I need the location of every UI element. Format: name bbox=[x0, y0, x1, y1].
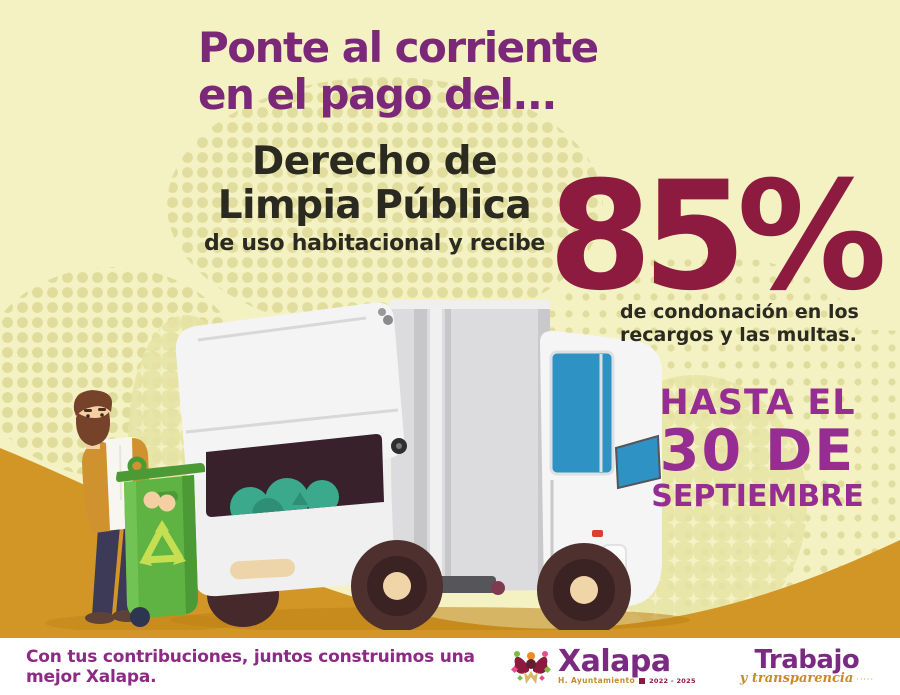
xalapa-logo-text: Xalapa H. Ayuntamiento 2022 - 2025 bbox=[558, 644, 696, 686]
xalapa-logo: Xalapa H. Ayuntamiento 2022 - 2025 bbox=[511, 647, 696, 687]
subject-line1: Derecho de bbox=[251, 139, 498, 184]
xalapa-subtitle: H. Ayuntamiento bbox=[558, 676, 636, 685]
xalapa-name: Xalapa bbox=[558, 644, 671, 679]
trabajo-dots: ····· bbox=[856, 674, 874, 684]
title-line1: Ponte al corriente bbox=[198, 23, 599, 72]
garbage-truck-illustration bbox=[175, 300, 662, 637]
recycle-bin-illustration bbox=[116, 456, 205, 627]
trabajo-tagline: y transparencia bbox=[739, 670, 854, 686]
footer-message: Con tus contribuciones, juntos construim… bbox=[26, 646, 475, 687]
deadline-block: HASTA EL 30 DE SEPTIEMBRE bbox=[640, 384, 875, 514]
deadline-line1: HASTA EL bbox=[659, 383, 856, 423]
footer-bar: Con tus contribuciones, juntos construim… bbox=[0, 638, 900, 695]
deadline-line3: SEPTIEMBRE bbox=[651, 479, 864, 514]
xalapa-butterfly-icon bbox=[511, 650, 552, 684]
recycle-icon bbox=[139, 520, 186, 566]
trabajo-subrow: y transparencia ····· bbox=[740, 671, 874, 686]
halftone-pattern bbox=[0, 77, 900, 640]
poster-title: Ponte al corriente en el pago del... bbox=[198, 23, 599, 119]
background-illustration bbox=[0, 77, 900, 640]
discount-desc-line2: recargos y las multas. bbox=[620, 324, 857, 346]
subject-tagline: de uso habitacional y recibe bbox=[203, 231, 546, 256]
footer-gold-strip bbox=[0, 630, 900, 638]
xalapa-subrow: H. Ayuntamiento 2022 - 2025 bbox=[558, 676, 696, 685]
trabajo-logo: Trabajo y transparencia ····· bbox=[740, 644, 874, 686]
discount-value: 85% bbox=[548, 150, 887, 324]
xalapa-square-mark bbox=[639, 677, 646, 684]
title-line2: en el pago del... bbox=[198, 70, 557, 119]
deadline-line2: 30 DE bbox=[659, 418, 856, 484]
discount-description: de condonación en los recargos y las mul… bbox=[620, 301, 859, 347]
discount-desc-line1: de condonación en los bbox=[620, 301, 859, 323]
subject-line2: Limpia Pública bbox=[217, 183, 532, 228]
trabajo-name: Trabajo bbox=[754, 644, 860, 675]
subject-block: Derecho de Limpia Pública de uso habitac… bbox=[172, 139, 577, 257]
xalapa-years: 2022 - 2025 bbox=[649, 676, 696, 685]
